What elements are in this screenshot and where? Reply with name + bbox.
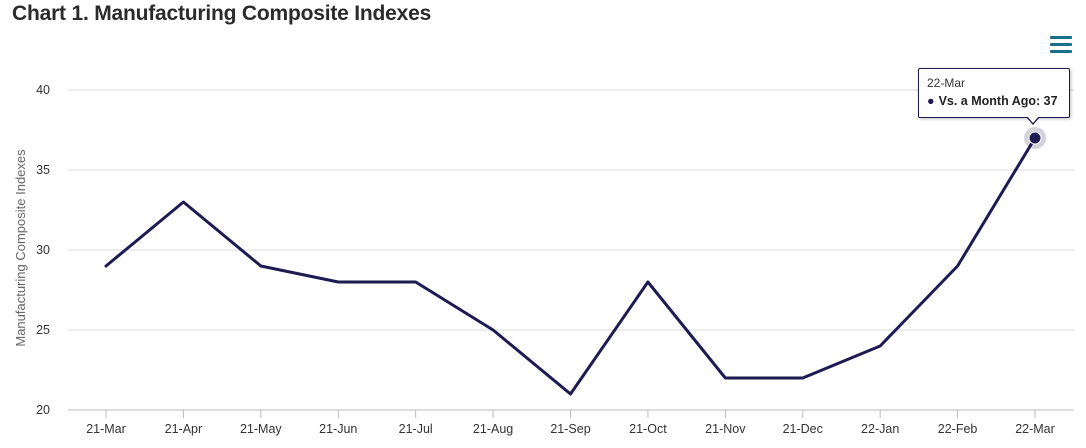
x-tick-label: 22-Mar <box>1015 422 1055 436</box>
y-axis-ticks: 20 25 30 35 40 <box>36 83 50 417</box>
x-tick-label: 22-Jan <box>861 422 899 436</box>
x-tick-label: 21-Apr <box>165 422 203 436</box>
tooltip-row: ● Vs. a Month Ago: 37 <box>927 94 1061 108</box>
y-tick-label: 35 <box>36 163 50 177</box>
data-tooltip: 22-Mar ● Vs. a Month Ago: 37 <box>918 68 1070 118</box>
y-tick-label: 30 <box>36 243 50 257</box>
y-tick-label: 20 <box>36 403 50 417</box>
series-line[interactable] <box>104 136 1037 396</box>
y-tick-label: 25 <box>36 323 50 337</box>
series-lines <box>104 136 1037 396</box>
y-tick-label: 40 <box>36 83 50 97</box>
series-dot-icon: ● <box>927 94 935 108</box>
x-tick-label: 22-Feb <box>938 422 978 436</box>
x-tick-label: 21-Oct <box>629 422 667 436</box>
tooltip-date: 22-Mar <box>927 76 966 90</box>
x-axis: 21-Mar 21-Apr 21-May 21-Jun 21-Jul 21-Aug 21-S… <box>86 410 1055 436</box>
chart-title: Chart 1. Manufacturing Composite Indexes <box>12 2 432 25</box>
x-tick-label: 21-Jul <box>399 422 433 436</box>
tooltip-pointer-fill <box>1027 116 1039 123</box>
tooltip-series-label: Vs. a Month Ago: <box>938 94 1044 108</box>
x-tick-label: 21-Aug <box>473 422 513 436</box>
x-tick-label: 21-Sep <box>550 422 590 436</box>
y-axis-label: Manufacturing Composite Indexes <box>13 149 28 347</box>
x-tick-label: 21-May <box>240 422 282 436</box>
grid-lines <box>68 89 1074 411</box>
series-points <box>1024 127 1046 149</box>
x-tick-label: 21-Nov <box>705 422 746 436</box>
x-tick-label: 21-Jun <box>319 422 357 436</box>
hamburger-menu-icon[interactable] <box>1050 36 1072 54</box>
tooltip-value: 37 <box>1043 94 1058 108</box>
x-tick-label: 21-Mar <box>86 422 126 436</box>
x-tick-label: 21-Dec <box>783 422 823 436</box>
data-point-highlighted[interactable] <box>1028 131 1042 145</box>
